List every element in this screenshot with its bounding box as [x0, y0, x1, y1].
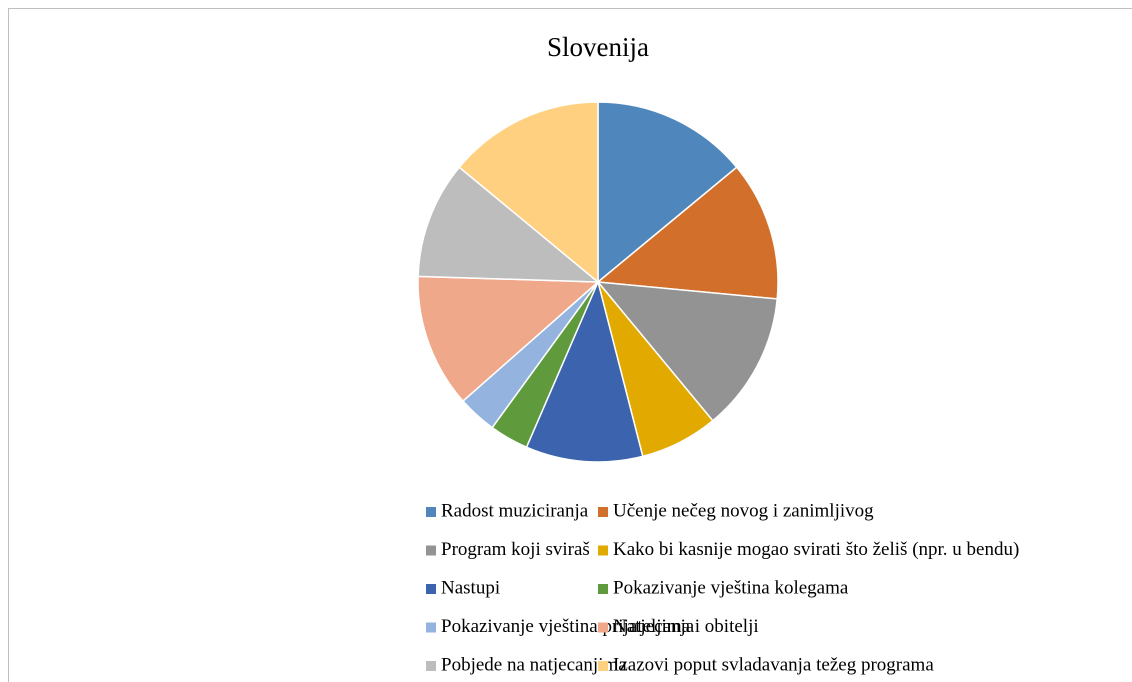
- legend-swatch: [598, 622, 608, 633]
- pie-slice: [525, 279, 644, 463]
- pie-slice: [417, 275, 600, 403]
- legend-label: Pokazivanje vještina kolegama: [613, 577, 849, 598]
- legend-label: Program koji sviraš: [441, 539, 590, 560]
- legend-label: Natjecanja: [613, 616, 695, 637]
- legend-label: Pobjede na natjecanjima: [441, 654, 627, 675]
- legend-swatch: [426, 507, 436, 517]
- legend-label: Radost muziciranja: [441, 500, 589, 521]
- legend-swatch: [426, 622, 436, 633]
- legend-swatch: [426, 661, 436, 671]
- legend-swatch: [598, 545, 608, 556]
- pie-slice: [596, 281, 779, 422]
- pie-slice: [596, 166, 779, 300]
- chart-title: Slovenija: [547, 32, 649, 62]
- legend-swatch: [598, 661, 608, 671]
- pie-slice: [458, 101, 599, 284]
- legend-label: Učenje nečeg novog i zanimljivog: [613, 500, 874, 521]
- legend-swatch: [598, 507, 608, 517]
- pie-slice: [597, 101, 738, 284]
- legend-label: Nastupi: [441, 577, 500, 598]
- legend-label: Izazovi poput svladavanja težeg programa: [613, 654, 934, 675]
- legend-swatch: [426, 545, 436, 556]
- legend-label: Kako bi kasnije mogao svirati što želiš …: [613, 539, 1019, 560]
- legend-swatch: [426, 584, 436, 594]
- pie-slice: [417, 166, 601, 283]
- legend-swatch: [598, 584, 608, 594]
